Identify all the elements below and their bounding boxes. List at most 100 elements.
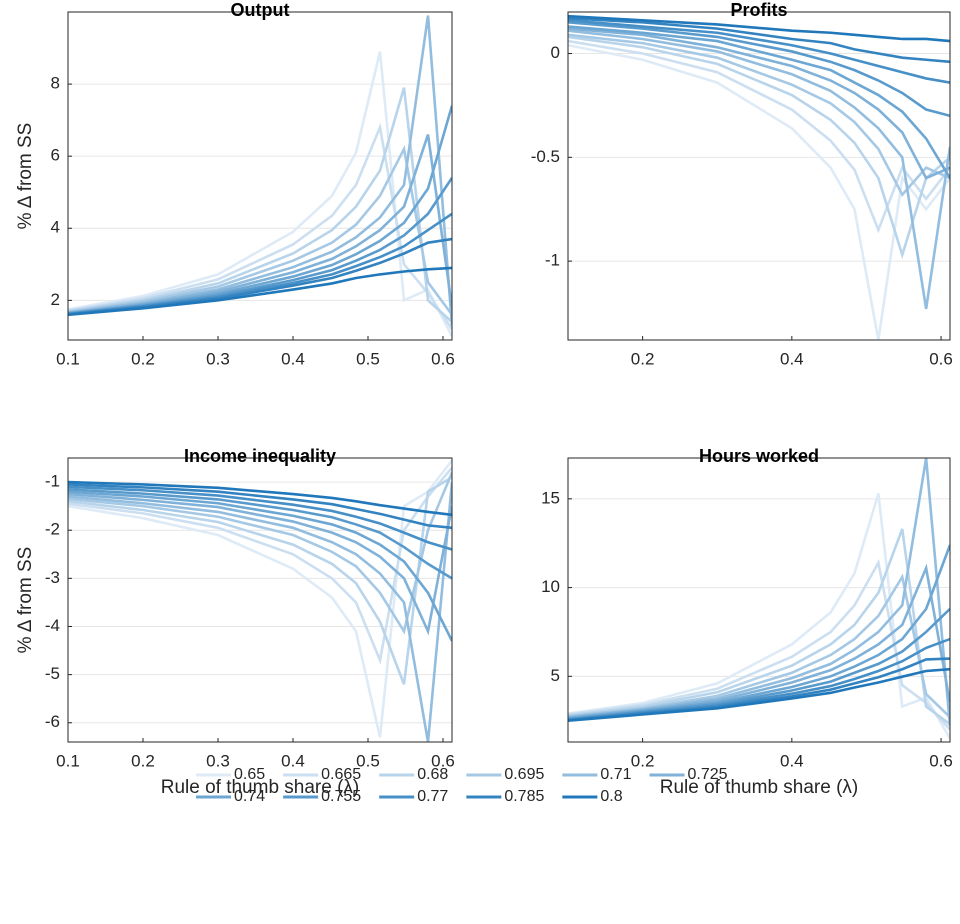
axes-frame (567, 457, 951, 743)
x-tick-label: 0.6 (929, 349, 953, 368)
series-line (68, 134, 452, 315)
series-line (568, 667, 950, 722)
series-line (68, 492, 452, 636)
series-line (68, 471, 452, 635)
series-line (568, 558, 950, 731)
x-tick-label: 0.6 (431, 349, 455, 368)
x-axis-label: Rule of thumb share (λ) (660, 777, 859, 798)
x-tick-label: 0.4 (780, 751, 804, 770)
legend-label: 0.71 (600, 766, 631, 783)
x-tick-label: 0.6 (431, 751, 455, 770)
plot-lines (68, 459, 452, 742)
series-line (68, 485, 452, 551)
series-line (568, 27, 950, 180)
series-line (568, 39, 950, 234)
series-line (568, 29, 950, 310)
chart-title: Hours worked (699, 446, 819, 466)
y-tick-label: -3 (45, 568, 60, 587)
legend-label: 0.77 (417, 788, 448, 805)
series-line (568, 25, 950, 179)
series-line (568, 528, 950, 726)
series-line (568, 19, 950, 84)
y-tick-label: 15 (541, 488, 560, 507)
plot-lines (568, 14, 950, 340)
series-line (568, 563, 950, 720)
x-tick-label: 0.4 (281, 751, 305, 770)
legend: 0.65 0.665 0.68 0.695 0.71 0.725 0.74 0.755 0.77… (196, 766, 728, 805)
series-line (68, 481, 452, 742)
y-tick-label: -4 (45, 616, 60, 635)
x-tick-label: 0.6 (929, 751, 953, 770)
y-axis-label: % Δ from SS (15, 547, 36, 654)
x-tick-label: 0.1 (56, 349, 80, 368)
x-tick-label: 0.1 (56, 751, 80, 770)
y-tick-label: -2 (45, 520, 60, 539)
series-line (568, 458, 950, 727)
y-tick-label: -6 (45, 712, 60, 731)
legend-label: 0.68 (417, 766, 448, 783)
x-tick-label: 0.3 (206, 751, 230, 770)
y-tick-label: 6 (51, 146, 60, 165)
x-tick-label: 0.5 (356, 751, 380, 770)
x-axis-label: Rule of thumb share (λ) (161, 777, 360, 798)
series-line (568, 573, 950, 719)
series-line (68, 476, 452, 685)
series-line (68, 480, 452, 517)
series-line (568, 33, 950, 197)
y-tick-label: -5 (45, 664, 60, 683)
legend-label: 0.785 (504, 788, 544, 805)
series-line (68, 51, 452, 337)
legend-label: 0.74 (234, 788, 265, 805)
chart-title: Income inequality (184, 446, 336, 466)
legend-label: 0.725 (688, 766, 728, 783)
legend-label: 0.755 (321, 788, 361, 805)
chart-title: Profits (730, 0, 787, 20)
x-tick-label: 0.2 (631, 349, 655, 368)
plot-lines (568, 458, 950, 740)
x-tick-label: 0.3 (206, 349, 230, 368)
legend-label: 0.65 (234, 766, 265, 783)
y-axis-label: % Δ from SS (15, 123, 36, 230)
series-line (68, 487, 452, 580)
x-tick-label: 0.2 (631, 751, 655, 770)
chart-title: Output (231, 0, 290, 20)
series-line (68, 144, 452, 316)
series-line (568, 14, 950, 43)
y-tick-label: 0 (551, 43, 560, 62)
y-tick-label: 8 (51, 74, 60, 93)
series-line (68, 483, 452, 530)
series-line (68, 15, 452, 326)
legend-label: 0.8 (600, 788, 622, 805)
x-tick-label: 0.4 (281, 349, 305, 368)
series-line (568, 21, 950, 118)
y-tick-label: -1 (45, 472, 60, 491)
x-tick-label: 0.5 (356, 349, 380, 368)
plot-lines (68, 15, 452, 337)
series-line (68, 237, 452, 316)
series-line (68, 490, 452, 642)
y-tick-label: 5 (551, 666, 560, 685)
series-line (568, 493, 950, 740)
series-line (68, 459, 452, 738)
axes-frame (567, 11, 951, 341)
y-tick-label: 4 (51, 218, 60, 237)
series-line (68, 266, 452, 317)
series-line (568, 35, 950, 260)
x-tick-label: 0.2 (131, 349, 155, 368)
series-line (568, 16, 950, 64)
legend-label: 0.665 (321, 766, 361, 783)
y-tick-label: 2 (51, 290, 60, 309)
y-tick-label: -0.5 (531, 147, 560, 166)
x-tick-label: 0.4 (780, 349, 804, 368)
y-tick-label: 10 (541, 577, 560, 596)
x-tick-label: 0.2 (131, 751, 155, 770)
y-tick-label: -1 (545, 251, 560, 270)
axes-frame (67, 457, 453, 743)
series-line (68, 466, 452, 665)
series-line (68, 87, 452, 323)
series-line (68, 122, 452, 330)
legend-label: 0.695 (504, 766, 544, 783)
series-line (568, 43, 950, 340)
axes-frame (67, 11, 453, 341)
